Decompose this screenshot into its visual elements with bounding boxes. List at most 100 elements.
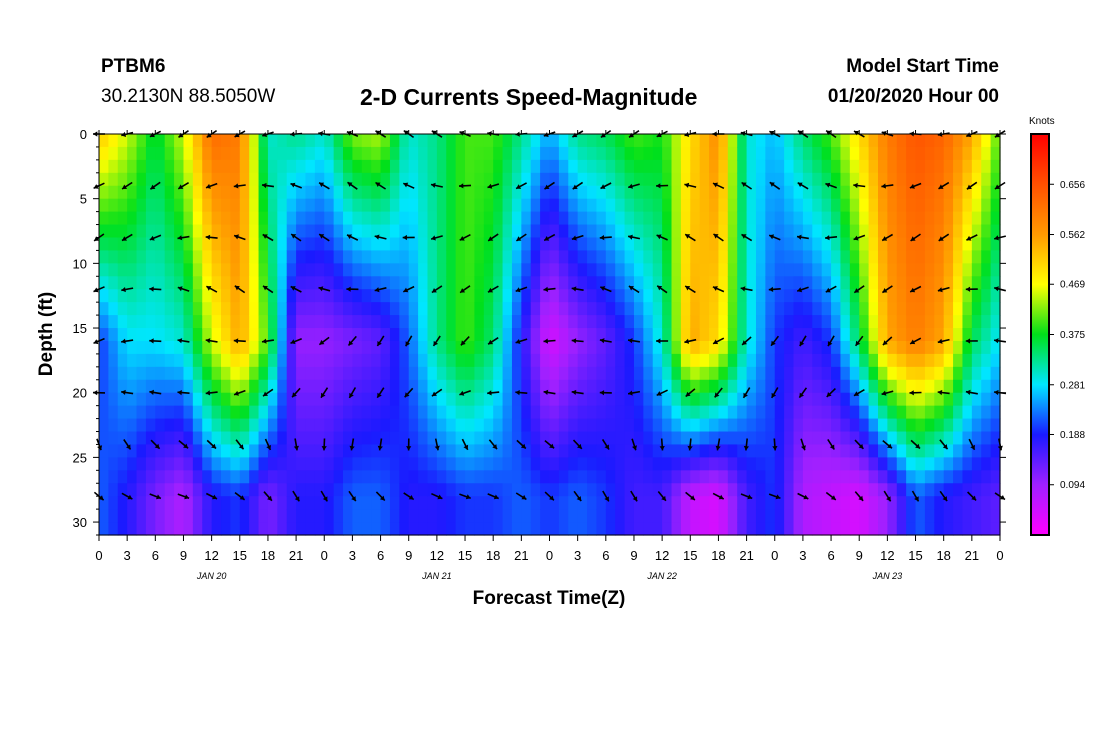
heat-cell (108, 353, 119, 368)
heat-cell (849, 224, 860, 239)
heat-cell (333, 340, 344, 355)
current-arrow (121, 233, 133, 242)
heat-cell (981, 263, 992, 277)
heat-cell (727, 211, 738, 226)
current-arrow (515, 233, 527, 242)
heat-cell (643, 237, 654, 252)
heat-cell (493, 444, 504, 458)
heat-cell (239, 457, 250, 471)
heat-cell (99, 315, 109, 329)
arrow-head (628, 390, 633, 396)
heat-cell (296, 146, 307, 161)
heat-cell (793, 522, 804, 536)
heat-cell (399, 405, 410, 420)
heat-cell (314, 263, 325, 277)
heat-cell (990, 353, 1001, 368)
heat-cell (502, 379, 513, 394)
heat-cell (831, 522, 842, 536)
heat-cell (596, 470, 607, 484)
heat-cell (493, 276, 504, 290)
heat-cell (493, 263, 504, 277)
arrow-head (293, 445, 299, 451)
heat-cell (324, 134, 335, 148)
heat-cell (605, 509, 616, 523)
current-arrow (599, 235, 612, 241)
heat-cell (183, 418, 194, 433)
heat-cell (915, 211, 926, 226)
heat-cell (755, 159, 766, 174)
heat-cell (371, 522, 382, 536)
current-arrow (768, 286, 781, 292)
heat-cell (380, 328, 391, 342)
arrow-head (600, 286, 606, 291)
heat-cell (343, 211, 354, 226)
heat-cell (371, 159, 382, 174)
heat-cell (953, 250, 964, 264)
colorbar-title: Knots (1029, 116, 1055, 127)
heat-cell (915, 250, 926, 264)
heat-cell (164, 302, 175, 316)
heat-cell (267, 172, 278, 187)
heat-cell (765, 418, 776, 433)
heat-cell (849, 366, 860, 381)
heat-cell (202, 483, 213, 497)
heat-cell (136, 444, 147, 458)
heat-cell (333, 211, 344, 226)
arrow-head (714, 392, 720, 398)
heat-cell (831, 263, 842, 277)
heat-cell (774, 302, 785, 316)
heat-cell (558, 146, 569, 161)
heat-cell (211, 211, 222, 226)
heat-cell (868, 302, 879, 316)
heat-cell (352, 483, 363, 497)
heat-cell (343, 250, 354, 264)
heat-cell (971, 522, 982, 536)
heat-cell (314, 159, 325, 174)
heat-cell (971, 250, 982, 264)
heat-cell (821, 237, 832, 252)
heat-cell (549, 509, 560, 523)
heat-cell (718, 405, 729, 420)
heat-cell (652, 379, 663, 394)
heat-cell (615, 289, 626, 303)
heat-cell (615, 366, 626, 381)
heat-cell (934, 185, 945, 200)
heat-cell (943, 185, 954, 200)
heat-cell (399, 276, 410, 290)
arrow-head (910, 287, 916, 293)
heat-cell (99, 392, 109, 407)
heat-cell (812, 134, 823, 148)
arrow-head (825, 235, 830, 241)
heat-cell (343, 198, 354, 213)
heat-cell (671, 457, 682, 471)
heat-cell (455, 159, 466, 174)
heat-cell (380, 159, 391, 174)
heat-cell (840, 276, 851, 290)
arrow-head (206, 286, 212, 291)
heat-cell (333, 522, 344, 536)
heat-cell (587, 315, 598, 329)
heat-cell (896, 340, 907, 355)
heat-cell (558, 522, 569, 536)
arrow-head (348, 340, 354, 346)
heat-cell (727, 353, 738, 368)
heat-cell (296, 328, 307, 342)
heat-cell (699, 172, 710, 187)
heat-cell (971, 134, 982, 148)
heat-cell (943, 159, 954, 174)
heat-cell (305, 418, 316, 433)
heat-cell (155, 224, 166, 239)
current-arrow (573, 490, 582, 502)
heat-cell (352, 496, 363, 510)
y-tick-label: 15 (73, 321, 87, 336)
heat-cell (605, 237, 616, 252)
heat-cell (249, 328, 260, 342)
heat-cell (211, 172, 222, 187)
heat-cell (540, 522, 551, 536)
heat-cell (389, 302, 400, 316)
heat-cell (465, 198, 476, 213)
current-arrow (406, 438, 412, 451)
heat-cell (493, 509, 504, 523)
heat-cell (624, 211, 635, 226)
heat-cell (887, 250, 898, 264)
